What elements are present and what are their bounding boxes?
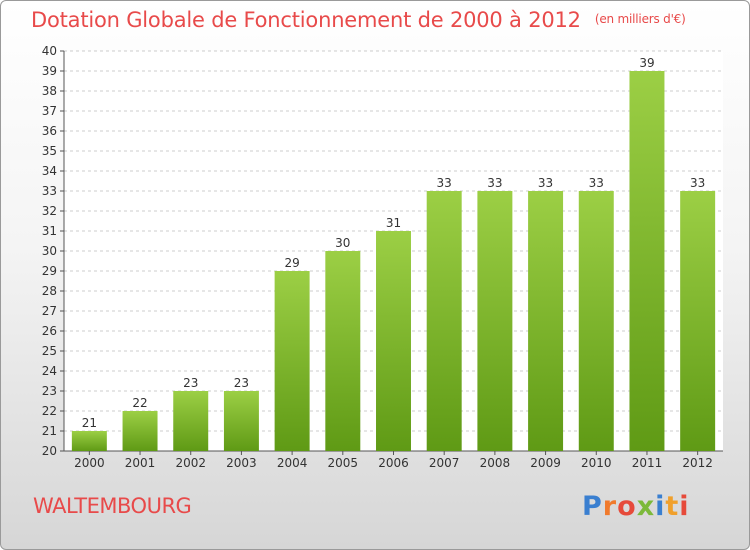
- x-tick-label: 2006: [378, 456, 409, 470]
- bar-2009: [528, 191, 564, 451]
- x-tick-label: 2002: [175, 456, 206, 470]
- bar-value-label: 29: [284, 256, 299, 270]
- logo-letter: r: [602, 491, 618, 522]
- bar-value-label: 33: [690, 176, 705, 190]
- chart-title: Dotation Globale de Fonctionnement de 20…: [31, 8, 686, 32]
- bar-value-label: 23: [234, 376, 249, 390]
- y-tick-label: 29: [42, 264, 57, 278]
- y-tick-label: 24: [42, 364, 57, 378]
- logo-letter: t: [665, 491, 680, 522]
- x-tick-label: 2010: [581, 456, 612, 470]
- y-tick-label: 30: [42, 244, 57, 258]
- bar-value-label: 33: [487, 176, 502, 190]
- bar-value-label: 33: [589, 176, 604, 190]
- bar-value-label: 33: [437, 176, 452, 190]
- y-tick-label: 22: [42, 404, 57, 418]
- x-tick-label: 2009: [530, 456, 561, 470]
- y-tick-label: 33: [42, 184, 57, 198]
- chart-title-text: Dotation Globale de Fonctionnement de 20…: [31, 8, 581, 32]
- logo-letter: P: [582, 491, 603, 522]
- x-tick-label: 2004: [277, 456, 308, 470]
- y-tick-label: 32: [42, 204, 57, 218]
- x-tick-label: 2012: [682, 456, 713, 470]
- x-tick-label: 2011: [632, 456, 663, 470]
- bar-2010: [578, 191, 614, 451]
- x-tick-label: 2000: [74, 456, 105, 470]
- y-tick-label: 39: [42, 64, 57, 78]
- bar-2003: [223, 391, 259, 451]
- bar-2006: [376, 231, 411, 451]
- proxiti-logo[interactable]: Proxiti: [582, 491, 690, 522]
- y-tick-label: 23: [42, 384, 57, 398]
- bar-2000: [71, 431, 107, 451]
- bar-2011: [629, 71, 665, 451]
- logo-letter: i: [655, 491, 666, 522]
- logo-letter: i: [679, 491, 690, 522]
- y-tick-label: 26: [42, 324, 57, 338]
- bar-2002: [173, 391, 209, 451]
- bar-value-label: 39: [639, 56, 654, 70]
- bar-value-label: 23: [183, 376, 198, 390]
- y-tick-label: 36: [42, 124, 57, 138]
- y-tick-label: 28: [42, 284, 57, 298]
- bar-2007: [426, 191, 462, 451]
- commune-name: WALTEMBOURG: [33, 494, 192, 518]
- bar-value-label: 22: [132, 396, 147, 410]
- x-tick-label: 2001: [125, 456, 156, 470]
- y-tick-label: 35: [42, 144, 57, 158]
- bar-2008: [477, 191, 513, 451]
- x-tick-label: 2008: [480, 456, 511, 470]
- y-tick-label: 20: [42, 444, 57, 458]
- bar-2001: [122, 411, 158, 451]
- y-tick-label: 21: [42, 424, 57, 438]
- bar-2012: [680, 191, 716, 451]
- y-tick-label: 25: [42, 344, 57, 358]
- x-tick-label: 2005: [328, 456, 359, 470]
- logo-letter: x: [636, 491, 656, 522]
- y-tick-label: 34: [42, 164, 57, 178]
- y-tick-label: 27: [42, 304, 57, 318]
- logo-letter: o: [617, 491, 637, 522]
- bar-value-label: 21: [82, 416, 97, 430]
- y-tick-label: 31: [42, 224, 57, 238]
- y-tick-label: 38: [42, 84, 57, 98]
- x-tick-label: 2007: [429, 456, 460, 470]
- bar-2005: [325, 251, 361, 451]
- bar-2004: [274, 271, 310, 451]
- x-tick-label: 2003: [226, 456, 257, 470]
- chart-unit: (en milliers d'€): [594, 12, 686, 26]
- y-tick-label: 40: [42, 44, 57, 58]
- y-tick-label: 37: [42, 104, 57, 118]
- bar-value-label: 30: [335, 236, 350, 250]
- bar-value-label: 31: [386, 216, 401, 230]
- bar-value-label: 33: [538, 176, 553, 190]
